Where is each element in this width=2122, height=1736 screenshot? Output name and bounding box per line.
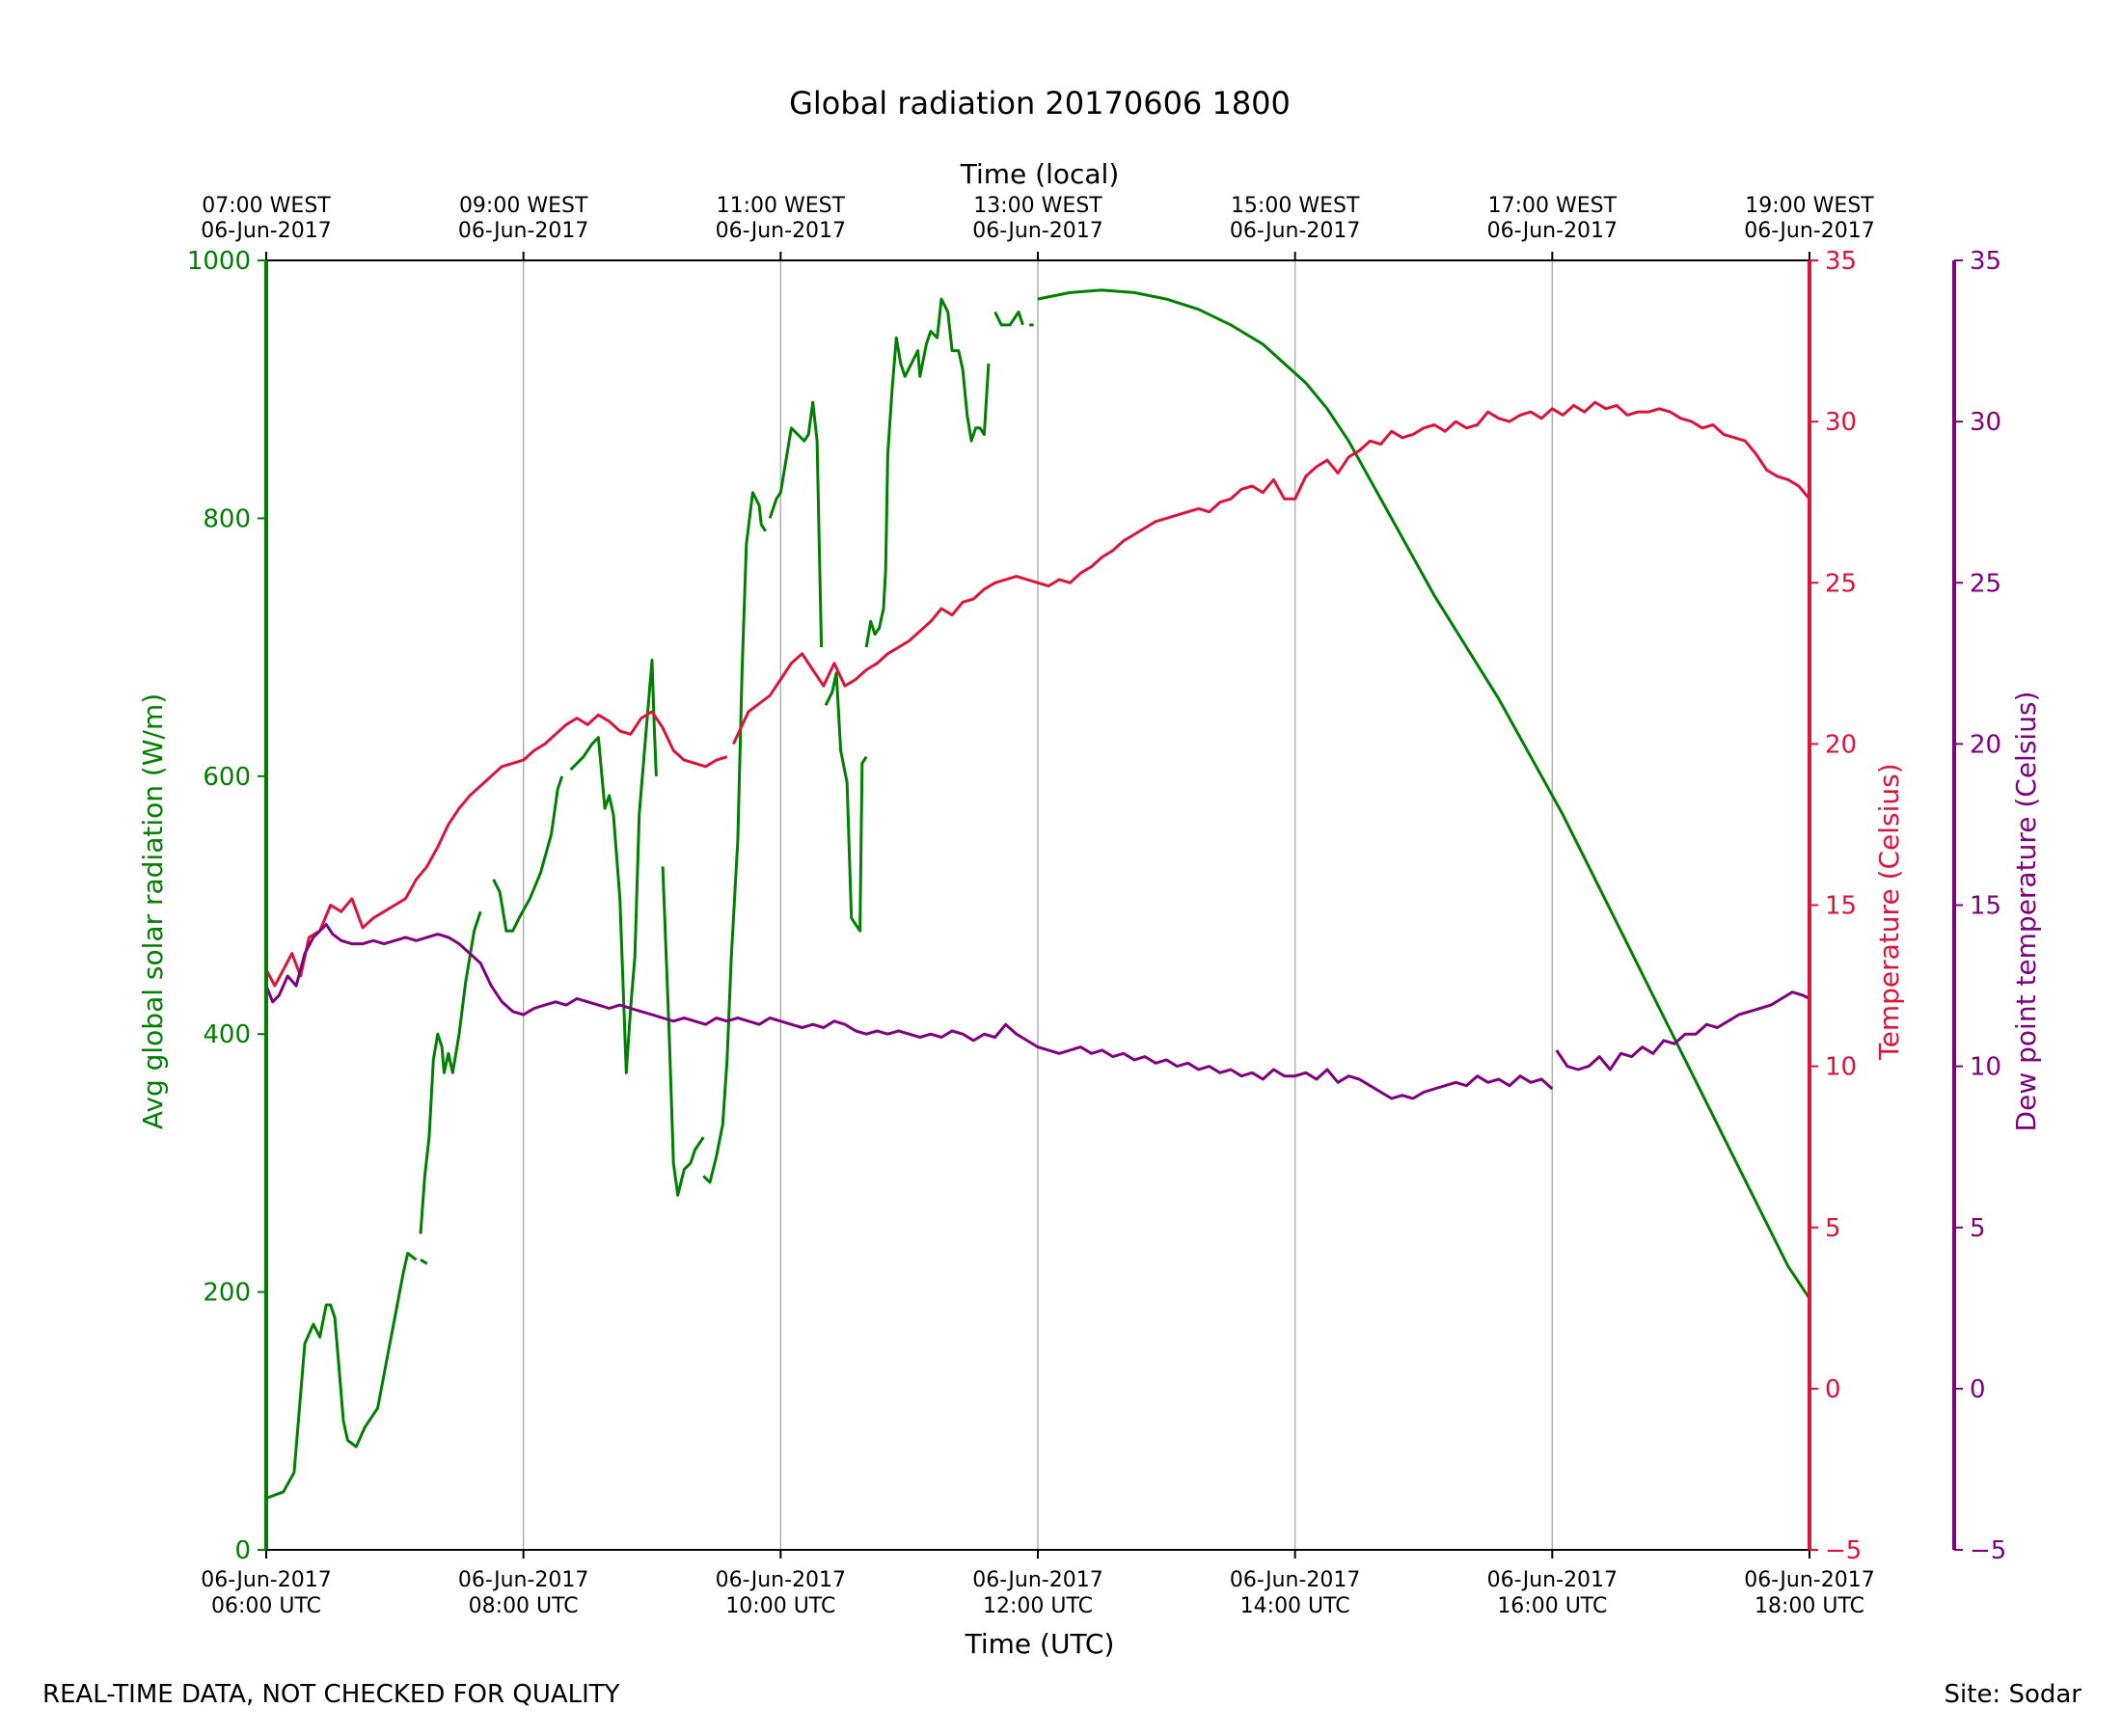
site-label: Site: Sodar bbox=[1944, 1680, 2081, 1709]
x2-tick-label: 07:00 WEST bbox=[202, 194, 331, 218]
x2-tick-label: 09:00 WEST bbox=[459, 194, 588, 218]
x-tick-label: 16:00 UTC bbox=[1497, 1594, 1607, 1618]
series-layer bbox=[264, 260, 1811, 1500]
chart-title: Global radiation 20170606 1800 bbox=[789, 85, 1291, 122]
y2-tick-label: 10 bbox=[1825, 1053, 1857, 1082]
y2-tick-label: 30 bbox=[1825, 408, 1857, 437]
y2-tick-label: 35 bbox=[1825, 247, 1857, 276]
y-axis-label: Avg global solar radiation (W/m) bbox=[137, 693, 169, 1129]
radiation-line bbox=[661, 866, 705, 1197]
top-x-axis-label: Time (local) bbox=[960, 158, 1120, 190]
y-tick-label: 200 bbox=[203, 1279, 251, 1308]
y-tick-label: 1000 bbox=[187, 247, 251, 276]
dewpoint-line bbox=[264, 923, 1554, 1100]
x-tick-label: 12:00 UTC bbox=[983, 1594, 1093, 1618]
y3-tick-label: 0 bbox=[1970, 1375, 1986, 1404]
y3-tick-label: 15 bbox=[1970, 892, 2001, 921]
x-tick-label: 06-Jun-2017 bbox=[972, 1568, 1102, 1592]
y-tick-label: 600 bbox=[203, 763, 251, 792]
x-tick-label: 06-Jun-2017 bbox=[458, 1568, 588, 1592]
radiation-line bbox=[420, 1258, 428, 1265]
x2-tick-label: 06-Jun-2017 bbox=[1487, 219, 1618, 243]
y3-tick-label: 30 bbox=[1970, 408, 2001, 437]
x2-tick-label: 06-Jun-2017 bbox=[1744, 219, 1874, 243]
x2-tick-label: 06-Jun-2017 bbox=[1230, 219, 1360, 243]
y2-tick-label: 5 bbox=[1825, 1214, 1841, 1243]
y2-tick-label: 25 bbox=[1825, 569, 1857, 598]
x-tick-label: 10:00 UTC bbox=[725, 1594, 835, 1618]
y3-tick-label: 10 bbox=[1970, 1053, 2001, 1082]
radiation-line bbox=[419, 910, 482, 1234]
x2-tick-label: 15:00 WEST bbox=[1231, 194, 1360, 218]
temperature-line bbox=[732, 400, 1811, 746]
radiation-line bbox=[993, 311, 1024, 327]
x2-tick-label: 11:00 WEST bbox=[717, 194, 846, 218]
radiation-line bbox=[768, 400, 824, 648]
y3-tick-label: −5 bbox=[1970, 1536, 2006, 1565]
quality-disclaimer: REAL-TIME DATA, NOT CHECKED FOR QUALITY bbox=[42, 1680, 620, 1709]
y3-tick-label: 5 bbox=[1970, 1214, 1986, 1243]
dewpoint-line bbox=[1555, 990, 1810, 1071]
x-tick-label: 06-Jun-2017 bbox=[1230, 1568, 1360, 1592]
x2-tick-label: 17:00 WEST bbox=[1488, 194, 1618, 218]
x-tick-label: 06-Jun-2017 bbox=[716, 1568, 846, 1592]
radiation-line bbox=[824, 671, 868, 933]
y3-tick-label: 25 bbox=[1970, 569, 2001, 598]
y3-tick-label: 35 bbox=[1970, 247, 2001, 276]
x2-tick-label: 06-Jun-2017 bbox=[458, 219, 588, 243]
x-tick-label: 06-Jun-2017 bbox=[201, 1568, 331, 1592]
y2-tick-label: 15 bbox=[1825, 892, 1857, 921]
x2-tick-label: 06-Jun-2017 bbox=[201, 219, 331, 243]
radiation-line bbox=[264, 260, 418, 1500]
radiation-line bbox=[492, 775, 564, 933]
y2-tick-label: −5 bbox=[1825, 1536, 1862, 1565]
y2-tick-label: 0 bbox=[1825, 1375, 1841, 1404]
dewpoint-axis-label: Dew point temperature (Celsius) bbox=[2010, 692, 2042, 1132]
y-tick-label: 0 bbox=[234, 1536, 251, 1565]
x2-tick-label: 06-Jun-2017 bbox=[716, 219, 846, 243]
x-tick-label: 06-Jun-2017 bbox=[1487, 1568, 1618, 1592]
grid-lines bbox=[265, 260, 1810, 1550]
x-tick-label: 08:00 UTC bbox=[469, 1594, 579, 1618]
x2-tick-label: 19:00 WEST bbox=[1745, 194, 1874, 218]
y-tick-label: 400 bbox=[203, 1020, 251, 1049]
y-tick-label: 800 bbox=[203, 504, 251, 533]
x-tick-label: 18:00 UTC bbox=[1755, 1594, 1864, 1618]
temperature-axis-label: Temperature (Celsius) bbox=[1873, 763, 1905, 1060]
radiation-line bbox=[864, 297, 991, 648]
radiation-line bbox=[702, 491, 768, 1184]
x-axis-label: Time (UTC) bbox=[965, 1628, 1115, 1660]
x2-tick-label: 13:00 WEST bbox=[973, 194, 1102, 218]
y2-tick-label: 20 bbox=[1825, 730, 1857, 759]
x-tick-label: 06-Jun-2017 bbox=[1744, 1568, 1874, 1592]
radiation-line bbox=[1037, 288, 1811, 1300]
x-tick-label: 14:00 UTC bbox=[1240, 1594, 1350, 1618]
x2-tick-label: 06-Jun-2017 bbox=[972, 219, 1102, 243]
temperature-line bbox=[264, 710, 728, 988]
x-tick-label: 06:00 UTC bbox=[211, 1594, 321, 1618]
y3-tick-label: 20 bbox=[1970, 730, 2001, 759]
radiation-line bbox=[569, 659, 658, 1074]
